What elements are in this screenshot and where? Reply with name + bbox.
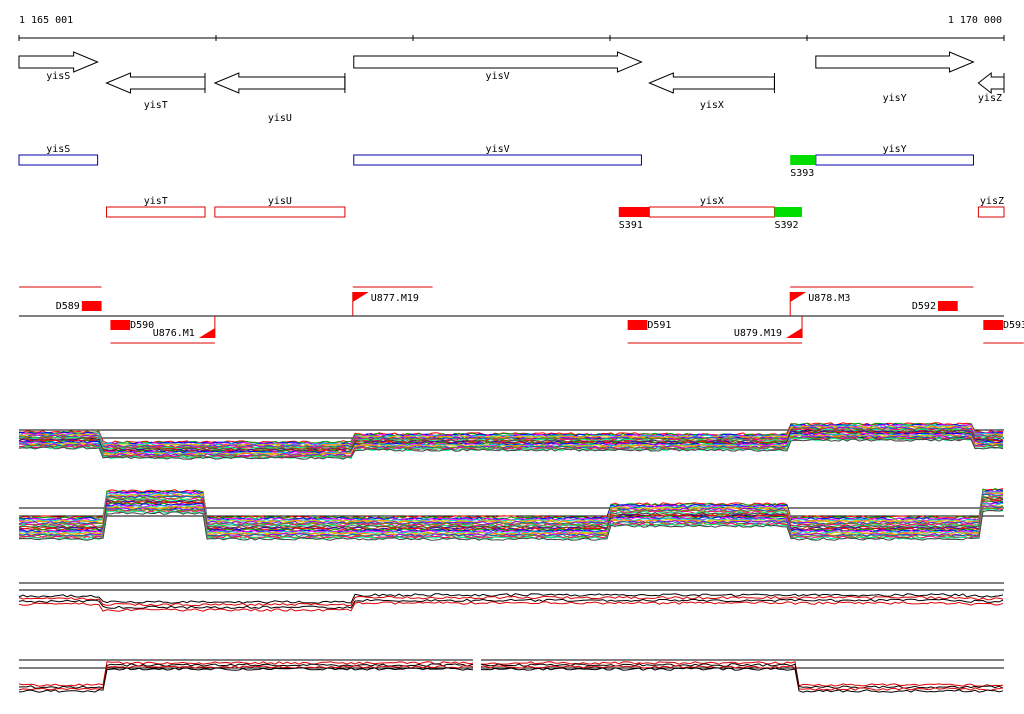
minus-segment-yisX[interactable] — [648, 206, 775, 218]
expression-panel-plus-multi — [18, 422, 1004, 460]
promoter-U878.M3[interactable] — [790, 292, 807, 302]
ruler-start-label: 1 165 001 — [19, 15, 73, 26]
gene-arrow-yisV[interactable] — [353, 51, 643, 73]
minus-segment-label: yisZ — [980, 196, 1004, 207]
minus-segment-yisT[interactable] — [105, 206, 206, 218]
terminator-D591[interactable] — [627, 320, 648, 330]
gene-arrow-yisY[interactable] — [815, 51, 975, 73]
terminator-label: D591 — [647, 320, 671, 331]
marker-label: S392 — [774, 220, 798, 231]
expression-profile — [18, 438, 1004, 460]
gene-arrow-yisT[interactable] — [105, 72, 206, 94]
ruler-ticks — [18, 35, 1005, 41]
expression-profile — [18, 428, 1004, 450]
terminator-label: D592 — [912, 301, 936, 312]
gene-arrow-yisZ[interactable] — [977, 71, 1005, 95]
gene-label-yisV: yisV — [486, 71, 510, 82]
expression-profile — [18, 509, 1004, 541]
expression-profile — [18, 663, 1004, 689]
promoter-U877.M19[interactable] — [352, 292, 369, 302]
marker-S391[interactable] — [618, 207, 650, 217]
promoter-U879.M19[interactable] — [786, 328, 803, 338]
plus-segment-label: yisV — [486, 144, 510, 155]
expression-profile — [18, 508, 1004, 540]
expression-profile — [18, 506, 1004, 538]
expression-profile — [18, 496, 1004, 528]
minus-segment-label: yisT — [144, 196, 168, 207]
data-gap — [473, 656, 481, 696]
terminator-D593[interactable] — [983, 320, 1004, 330]
ruler-end-label: 1 170 000 — [948, 15, 1002, 26]
expression-profile — [18, 436, 1004, 458]
expression-profile — [18, 593, 1004, 604]
plus-segment-label: yisY — [883, 144, 907, 155]
promoter-U876.M1[interactable] — [198, 328, 215, 338]
terminator-label: D590 — [130, 320, 154, 331]
expression-profile — [18, 430, 1004, 453]
expression-profile — [18, 661, 1004, 687]
terminator-D589[interactable] — [81, 301, 102, 311]
gene-label-yisS: yisS — [46, 71, 70, 82]
marker-label: S393 — [790, 168, 814, 179]
terminator-D592[interactable] — [937, 301, 958, 311]
gene-label-yisU: yisU — [268, 113, 292, 124]
gene-arrow-yisU[interactable] — [213, 72, 346, 94]
expression-profile — [18, 437, 1004, 459]
plus-segment-label: yisS — [46, 144, 70, 155]
gene-arrow-track: yisS yisT yisU yisV yisX yisY yisZ — [18, 51, 1005, 124]
expression-panel-plus-summary — [18, 582, 1004, 612]
minus-strand-track: yisT yisU yisX yisZ S391 S392 — [105, 196, 1005, 231]
coordinate-ruler: 1 165 001 1 170 000 — [18, 15, 1005, 41]
gene-label-yisX: yisX — [700, 100, 724, 111]
plus-strand-track: yisS yisV yisY S393 — [18, 144, 974, 179]
expression-profile — [18, 667, 1004, 693]
plus-segment-yisS[interactable] — [18, 154, 99, 166]
marker-S392[interactable] — [774, 207, 803, 217]
terminator-label: D593 — [1003, 320, 1024, 331]
expression-profile — [18, 595, 1004, 607]
minus-segment-label: yisU — [268, 196, 292, 207]
expression-panel-minus-multi — [18, 488, 1004, 541]
minus-segment-label: yisX — [700, 196, 724, 207]
expression-profile — [18, 598, 1004, 610]
promoter-label: U876.M1 — [153, 328, 195, 339]
gene-label-yisT: yisT — [144, 100, 168, 111]
marker-S393[interactable] — [790, 155, 816, 165]
expression-profile — [18, 601, 1004, 612]
terminator-label: D589 — [56, 301, 80, 312]
gene-label-yisY: yisY — [883, 93, 907, 104]
marker-label: S391 — [619, 220, 643, 231]
expression-profile — [18, 429, 1004, 451]
expression-profile — [18, 488, 1004, 520]
terminator-D590[interactable] — [110, 320, 131, 330]
expression-profile — [18, 424, 1004, 447]
gene-label-yisZ: yisZ — [978, 93, 1002, 104]
promoter-label: U879.M19 — [734, 328, 782, 339]
gene-arrow-yisS[interactable] — [18, 51, 99, 73]
expression-panel-minus-summary — [18, 656, 1004, 696]
plus-segment-yisV[interactable] — [353, 154, 642, 166]
promoter-label: U877.M19 — [371, 293, 419, 304]
plus-segment-yisY[interactable] — [815, 154, 974, 166]
expression-profile — [18, 493, 1004, 526]
regulatory-elements-track: D589 D590 D591 D592 D593 U876.M1 U877.M19 U878.… — [19, 286, 1024, 344]
minus-segment-yisU[interactable] — [214, 206, 346, 218]
gene-arrow-yisX[interactable] — [648, 72, 775, 94]
promoter-label: U878.M3 — [808, 293, 850, 304]
minus-segment-yisZ[interactable] — [977, 206, 1005, 218]
